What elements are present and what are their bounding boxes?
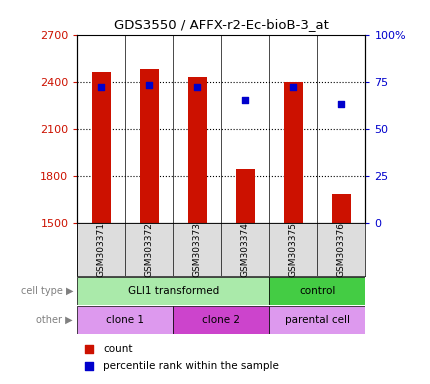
- Bar: [237, 169, 255, 223]
- Bar: [92, 72, 111, 223]
- Text: GSM303373: GSM303373: [193, 222, 202, 277]
- Bar: [270, 306, 366, 333]
- Title: GDS3550 / AFFX-r2-Ec-bioB-3_at: GDS3550 / AFFX-r2-Ec-bioB-3_at: [114, 18, 329, 31]
- Bar: [270, 277, 366, 305]
- Text: percentile rank within the sample: percentile rank within the sample: [103, 361, 279, 371]
- Bar: [77, 306, 173, 333]
- Text: GSM303375: GSM303375: [289, 222, 298, 277]
- Bar: [188, 77, 206, 223]
- Point: [242, 98, 249, 104]
- Bar: [332, 194, 350, 223]
- Bar: [77, 277, 270, 305]
- Point: [338, 101, 345, 107]
- Point: [86, 362, 92, 369]
- Point: [194, 84, 201, 90]
- Text: GSM303374: GSM303374: [241, 222, 250, 277]
- Point: [98, 84, 105, 90]
- Point: [290, 84, 297, 90]
- Text: GSM303372: GSM303372: [145, 222, 154, 277]
- Bar: [284, 82, 303, 223]
- Text: other ▶: other ▶: [37, 314, 73, 325]
- Text: count: count: [103, 344, 133, 354]
- Text: GLI1 transformed: GLI1 transformed: [128, 286, 219, 296]
- Text: clone 2: clone 2: [203, 314, 240, 325]
- Text: cell type ▶: cell type ▶: [21, 286, 73, 296]
- Text: GSM303371: GSM303371: [97, 222, 106, 277]
- Point: [86, 346, 92, 352]
- Text: parental cell: parental cell: [285, 314, 350, 325]
- Text: clone 1: clone 1: [106, 314, 144, 325]
- Bar: [173, 306, 270, 333]
- Bar: [140, 69, 159, 223]
- Point: [146, 82, 153, 88]
- Text: control: control: [299, 286, 336, 296]
- Text: GSM303376: GSM303376: [337, 222, 346, 277]
